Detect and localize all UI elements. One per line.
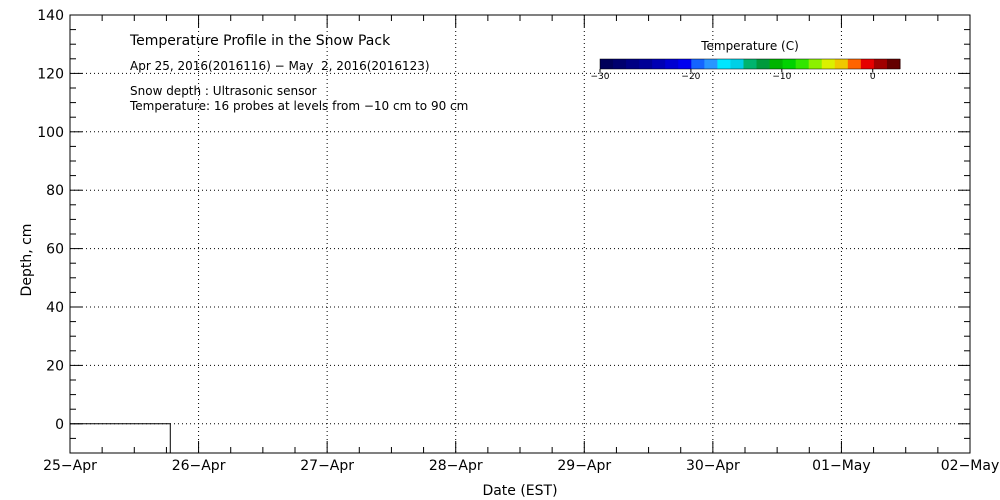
colorbar-cell <box>691 59 705 69</box>
colorbar-cell <box>782 59 797 69</box>
grid-lines <box>70 15 970 453</box>
y-tick-label: 80 <box>46 183 64 199</box>
colorbar-cell <box>873 59 888 69</box>
y-axis-label: Depth, cm <box>19 224 35 297</box>
x-tick-labels: 25−Apr 26−Apr 27−Apr 28−Apr 29−Apr 30−Apr 01−M… <box>43 458 999 474</box>
y-tick-label: 0 <box>55 417 64 433</box>
colorbar-cell <box>847 59 862 69</box>
colorbar-frame <box>599 58 901 70</box>
note-temperature: Temperature: 16 probes at levels from −1… <box>129 99 468 113</box>
colorbar-cell <box>834 59 849 69</box>
x-tick-label: 25−Apr <box>43 458 97 474</box>
y-tick-labels: 0 20 40 60 80 100 120 140 <box>37 8 64 433</box>
temperature-colorbar: Temperature (C) −30 −20 −10 0 <box>591 39 901 82</box>
colorbar-label: Temperature (C) <box>700 39 799 53</box>
axis-ticks <box>69 14 971 454</box>
colorbar-cell <box>665 59 679 69</box>
colorbar-cell <box>743 59 758 69</box>
y-tick-label: 40 <box>46 300 64 316</box>
y-tick-label: 20 <box>46 358 64 374</box>
note-snow-depth: Snow depth : Ultrasonic sensor <box>130 84 317 98</box>
colorbar-cell <box>886 59 901 69</box>
colorbar-cell <box>652 59 666 69</box>
x-axis-label: Date (EST) <box>482 483 557 499</box>
colorbar-cell <box>639 59 653 69</box>
x-tick-label: 30−Apr <box>686 458 740 474</box>
colorbar-cell <box>730 59 744 69</box>
colorbar-cell <box>808 59 823 69</box>
colorbar-cell <box>860 59 875 69</box>
snow-depth-line <box>70 423 171 453</box>
colorbar-cell <box>704 59 718 69</box>
colorbar-cell <box>756 59 771 69</box>
colorbar-cell <box>717 59 731 69</box>
colorbar-cell <box>795 59 810 69</box>
x-tick-label: 28−Apr <box>429 458 483 474</box>
y-tick-label: 100 <box>37 125 64 141</box>
x-tick-label: 27−Apr <box>300 458 354 474</box>
x-tick-label: 26−Apr <box>172 458 226 474</box>
colorbar-tick-label: −30 <box>591 72 610 82</box>
x-tick-label: 02−May <box>941 458 1000 474</box>
x-tick-label: 01−May <box>812 458 871 474</box>
colorbar-tick-label: −20 <box>681 72 700 82</box>
chart-title: Temperature Profile in the Snow Pack <box>129 33 391 49</box>
colorbar-tick-label: −10 <box>772 72 791 82</box>
plot-frame <box>69 14 971 454</box>
colorbar-cell <box>769 59 784 69</box>
colorbar-cell <box>600 59 614 69</box>
colorbar-ticks: −30 −20 −10 0 <box>591 69 876 82</box>
x-tick-label: 29−Apr <box>557 458 611 474</box>
chart-subtitle: Apr 25, 2016(2016116) − May 2, 2016(2016… <box>130 59 430 73</box>
colorbar-cell <box>678 59 692 69</box>
y-tick-label: 120 <box>37 66 64 82</box>
y-tick-label: 140 <box>37 8 64 24</box>
colorbar-cell <box>626 59 640 69</box>
colorbar-cell <box>613 59 627 69</box>
colorbar-tick-label: 0 <box>870 72 876 82</box>
series-layer <box>70 423 171 453</box>
colorbar-cells <box>599 58 901 70</box>
colorbar-cell <box>821 59 836 69</box>
y-tick-label: 60 <box>46 242 64 258</box>
